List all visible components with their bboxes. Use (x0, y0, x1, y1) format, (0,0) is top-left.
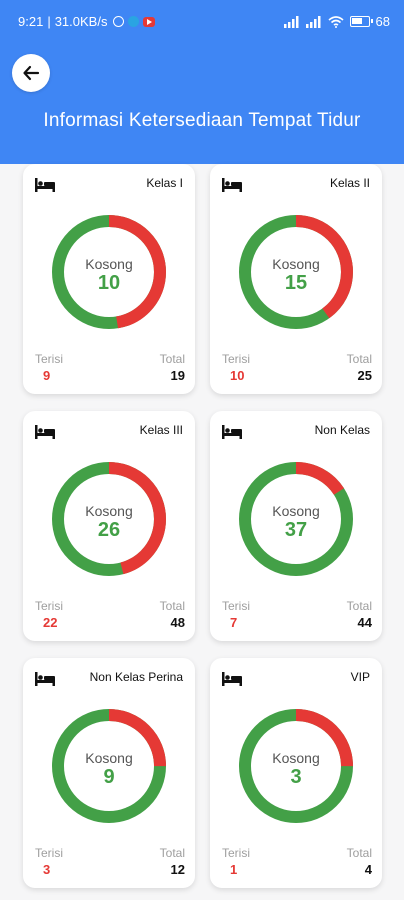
kosong-value: 3 (290, 766, 302, 788)
alarm-icon (113, 16, 125, 27)
bed-class-card[interactable]: Kelas I Kosong 10 Terisi 9 Total 19 (23, 164, 195, 394)
terisi-label: Terisi (35, 846, 64, 860)
kosong-value: 26 (97, 519, 121, 541)
kosong-label: Kosong (85, 503, 133, 519)
youtube-icon (143, 16, 156, 27)
bed-icon (222, 178, 242, 192)
signal-icon (283, 15, 299, 28)
terisi-value: 1 (230, 862, 238, 877)
total-value: 48 (170, 615, 185, 630)
card-title: VIP (350, 670, 370, 684)
card-title: Non Kelas Perina (89, 670, 183, 684)
card-title: Kelas II (329, 176, 370, 190)
kosong-value: 10 (97, 272, 121, 294)
page-title: Informasi Ketersediaan Tempat Tidur (43, 110, 361, 131)
kosong-value: 15 (284, 272, 308, 294)
terisi-label: Terisi (35, 599, 64, 613)
availability-donut (52, 709, 166, 823)
battery-level: 68 (375, 14, 390, 29)
bed-icon (222, 425, 242, 439)
terisi-value: 7 (230, 615, 238, 630)
bed-icon (35, 178, 55, 192)
bed-icon (222, 672, 242, 686)
bed-class-card[interactable]: VIP Kosong 3 Terisi 1 Total 4 (210, 658, 382, 888)
bed-class-card[interactable]: Kelas III Kosong 26 Terisi 22 Total 48 (23, 411, 195, 641)
occupied-arc (239, 462, 353, 576)
terisi-value: 22 (43, 615, 58, 630)
total-value: 19 (170, 368, 185, 383)
status-bar: 9:21 | 31.0KB/s (0, 0, 404, 44)
card-title: Non Kelas (314, 423, 370, 437)
kosong-value: 9 (103, 766, 115, 788)
card-title: Kelas III (139, 423, 183, 437)
kosong-label: Kosong (85, 750, 133, 766)
occupied-arc (239, 709, 353, 823)
total-value: 12 (170, 862, 185, 877)
total-label: Total (159, 599, 185, 613)
kosong-label: Kosong (272, 503, 320, 519)
occupied-arc (52, 709, 166, 823)
back-button[interactable] (12, 54, 50, 92)
total-value: 44 (357, 615, 372, 630)
signal-icon-2 (305, 15, 321, 28)
availability-donut (52, 215, 166, 329)
terisi-label: Terisi (222, 352, 251, 366)
availability-donut (239, 215, 353, 329)
arrow-left-icon (23, 65, 40, 81)
battery-icon (349, 16, 373, 27)
bed-class-card[interactable]: Non Kelas Perina Kosong 9 Terisi 3 Total… (23, 658, 195, 888)
kosong-label: Kosong (272, 256, 320, 272)
total-label: Total (346, 846, 372, 860)
wifi-icon (328, 15, 344, 28)
card-title: Kelas I (146, 176, 183, 190)
availability-donut (52, 462, 166, 576)
occupied-arc (52, 462, 166, 576)
total-label: Total (346, 599, 372, 613)
availability-donut (239, 462, 353, 576)
terisi-value: 10 (230, 368, 245, 383)
kosong-label: Kosong (272, 750, 320, 766)
bed-icon (35, 672, 55, 686)
availability-donut (239, 709, 353, 823)
header: 9:21 | 31.0KB/s (0, 0, 404, 164)
status-speed: 31.0KB/s (54, 14, 108, 29)
bed-class-card[interactable]: Kelas II Kosong 15 Terisi 10 Total 25 (210, 164, 382, 394)
total-label: Total (159, 352, 185, 366)
kosong-label: Kosong (85, 256, 133, 272)
terisi-label: Terisi (222, 846, 251, 860)
total-label: Total (159, 846, 185, 860)
total-value: 25 (357, 368, 372, 383)
bed-icon (35, 425, 55, 439)
bed-class-card[interactable]: Non Kelas Kosong 37 Terisi 7 Total 44 (210, 411, 382, 641)
terisi-value: 3 (43, 862, 51, 877)
kosong-value: 37 (284, 519, 308, 541)
terisi-value: 9 (43, 368, 51, 383)
status-time: 9:21 (18, 14, 44, 29)
terisi-label: Terisi (35, 352, 64, 366)
telegram-icon (128, 16, 140, 27)
occupied-arc (52, 215, 166, 329)
total-value: 4 (364, 862, 372, 877)
total-label: Total (346, 352, 372, 366)
status-separator: | (47, 14, 51, 29)
terisi-label: Terisi (222, 599, 251, 613)
occupied-arc (239, 215, 353, 329)
